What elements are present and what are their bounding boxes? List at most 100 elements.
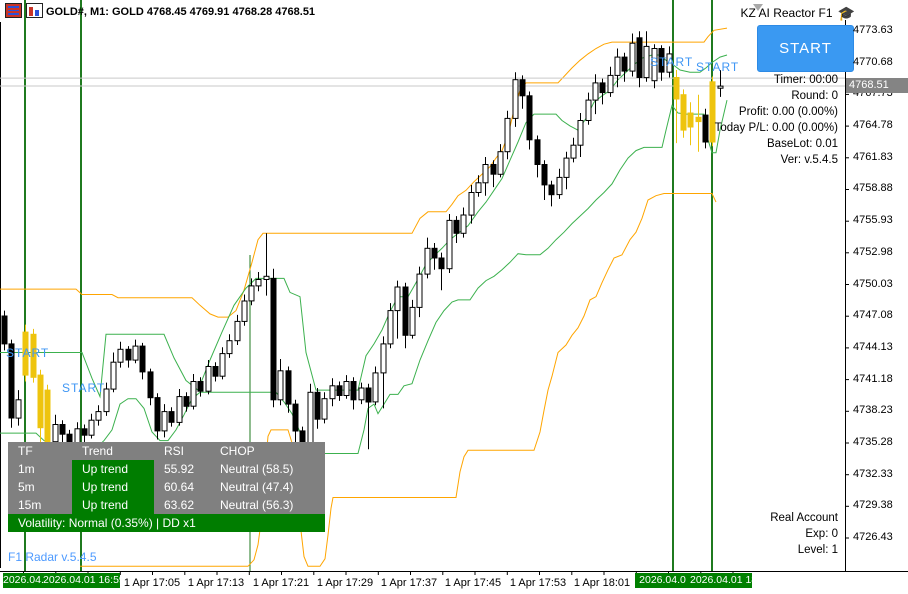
candle-body	[234, 320, 241, 342]
candle-body	[387, 310, 394, 345]
candle-body	[431, 247, 438, 259]
stat-timer: Timer: 00:00	[773, 74, 838, 86]
candle-body	[556, 176, 563, 196]
price-tick-label: 4741.18	[853, 373, 893, 385]
vline-time-badge[interactable]: 2026.04.	[3, 573, 43, 588]
time-tick-label: 1 Apr 17:29	[316, 577, 374, 589]
candle-body	[636, 37, 643, 78]
price-tick-label: 4752.98	[853, 246, 893, 258]
menu-icon[interactable]	[5, 3, 22, 18]
table-row: 5m Up trend 60.64 Neutral (47.4)	[8, 478, 325, 496]
price-tick-label: 4764.78	[853, 119, 893, 131]
chart-shift-triangle-icon[interactable]	[753, 4, 763, 11]
price-tick-label: 4729.38	[853, 499, 893, 511]
vline-time-badge[interactable]: 2026.04.01 16:59	[43, 573, 120, 588]
candle-body	[673, 77, 680, 100]
stat-profit: Profit: 0.00 (0.00%)	[738, 106, 838, 118]
start-trade-marker: START	[62, 381, 106, 395]
candle-body	[541, 164, 548, 186]
radar-1m-chop: Neutral (58.5)	[210, 460, 325, 478]
candle-body	[666, 53, 673, 73]
candle-body	[95, 411, 102, 421]
graduation-cap-icon: 🎓	[837, 5, 855, 21]
radar-header-chop: CHOP	[210, 442, 325, 460]
start-button[interactable]: START	[757, 25, 854, 72]
candle-body	[44, 389, 51, 443]
candle-body	[519, 79, 526, 97]
candle-body	[358, 387, 365, 401]
candle-body	[577, 120, 584, 146]
price-tick-label: 4758.88	[853, 182, 893, 194]
vline-time-badge[interactable]: 2026.04.01 18:18	[690, 573, 752, 588]
candle-body	[512, 79, 519, 119]
ea-stats-panel: Timer: 00:00 Round: 0 Profit: 0.00 (0.00…	[715, 72, 838, 168]
candle-body	[621, 56, 628, 72]
candle-body	[183, 396, 190, 407]
candle-body	[1, 315, 8, 345]
candle-body	[563, 157, 570, 178]
candle-body	[497, 151, 504, 175]
current-price-badge: 4768.51	[846, 78, 908, 93]
candle-body	[416, 273, 423, 308]
candle-body	[161, 411, 168, 432]
indicator-orange-lower-line	[80, 193, 717, 567]
candle-body	[255, 279, 262, 287]
price-tick-label: 4738.23	[853, 404, 893, 416]
radar-5m-tf: 5m	[8, 478, 72, 496]
candle-body	[132, 345, 139, 361]
vline-time-badge[interactable]: 2026.04.0	[635, 573, 690, 588]
start-trade-marker: START	[650, 55, 694, 69]
candle-body	[139, 345, 146, 373]
candle-body	[453, 219, 460, 234]
radar-1m-rsi: 55.92	[154, 460, 210, 478]
candle-body	[336, 385, 343, 396]
candle-body	[277, 370, 284, 401]
radar-table: TF Trend RSI CHOP 1m Up trend 55.92 Neut…	[8, 442, 325, 532]
radar-header-tf: TF	[8, 442, 72, 460]
radar-15m-chop: Neutral (56.3)	[210, 496, 325, 514]
candle-body	[263, 275, 270, 280]
candle-body	[350, 381, 357, 401]
indicator-green-lower-line	[0, 99, 728, 454]
candle-body	[643, 45, 650, 79]
candle-body	[321, 398, 328, 420]
radar-header-trend: Trend	[72, 442, 154, 460]
candle-body	[8, 343, 15, 419]
candle-body	[607, 74, 614, 94]
price-tick-label: 4747.08	[853, 309, 893, 321]
candle-body	[475, 182, 482, 194]
candle-body	[702, 114, 709, 143]
price-tick-label: 4744.13	[853, 341, 893, 353]
price-tick-label: 4770.68	[853, 56, 893, 68]
radar-header-rsi: RSI	[154, 442, 210, 460]
candle-body	[88, 419, 95, 436]
candle-body	[482, 164, 489, 184]
candle-body	[270, 277, 277, 401]
bar-chart-icon[interactable]	[26, 3, 43, 18]
candle-body	[154, 397, 161, 432]
candle-body	[504, 117, 511, 153]
candle-body	[460, 214, 467, 234]
candle-body	[219, 353, 226, 377]
candle-body	[329, 385, 336, 400]
candle-body	[695, 116, 702, 123]
candle-body	[365, 387, 372, 403]
candle-body	[59, 424, 66, 435]
start-trade-marker: START	[696, 60, 740, 74]
candle-body	[680, 94, 687, 131]
candle-body	[248, 285, 255, 302]
account-type: Real Account	[770, 512, 838, 524]
candle-body	[147, 371, 154, 399]
candle-body	[292, 403, 299, 432]
candle-body	[241, 300, 248, 322]
candle-body	[168, 411, 175, 423]
candle-body	[37, 374, 44, 429]
radar-header-row: TF Trend RSI CHOP	[8, 442, 325, 460]
price-tick-label: 4755.93	[853, 214, 893, 226]
candle-body	[548, 184, 555, 196]
candle-body	[424, 247, 431, 275]
radar-15m-tf: 15m	[8, 496, 72, 514]
ea-title: KZ AI Reactor F1 🎓	[741, 6, 855, 20]
stat-baselot: BaseLot: 0.01	[767, 138, 838, 150]
radar-1m-trend: Up trend	[72, 460, 154, 478]
